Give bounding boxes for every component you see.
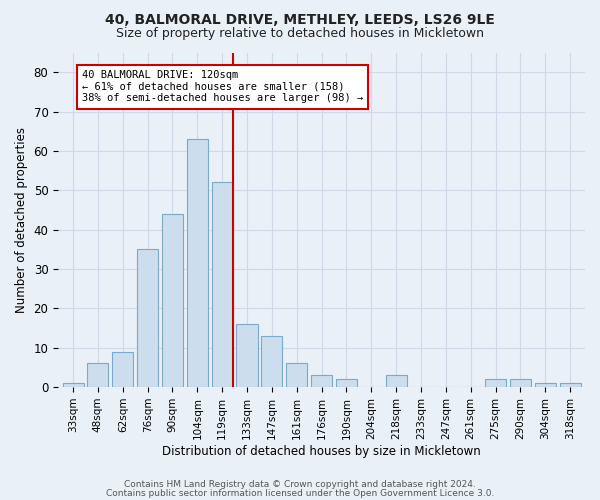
Bar [386,376,407,387]
Y-axis label: Number of detached properties: Number of detached properties [15,127,28,313]
Text: 40, BALMORAL DRIVE, METHLEY, LEEDS, LS26 9LE: 40, BALMORAL DRIVE, METHLEY, LEEDS, LS26… [105,12,495,26]
Bar [311,376,332,387]
Bar [535,383,556,387]
Bar [510,379,531,387]
Bar [336,379,357,387]
Bar [286,364,307,387]
Bar [187,139,208,387]
Bar [212,182,233,387]
Bar [112,352,133,387]
Text: Size of property relative to detached houses in Mickletown: Size of property relative to detached ho… [116,28,484,40]
X-axis label: Distribution of detached houses by size in Mickletown: Distribution of detached houses by size … [162,444,481,458]
Bar [485,379,506,387]
Text: Contains HM Land Registry data © Crown copyright and database right 2024.: Contains HM Land Registry data © Crown c… [124,480,476,489]
Bar [262,336,283,387]
Bar [560,383,581,387]
Text: Contains public sector information licensed under the Open Government Licence 3.: Contains public sector information licen… [106,488,494,498]
Bar [162,214,183,387]
Bar [62,383,83,387]
Bar [236,324,257,387]
Bar [88,364,109,387]
Bar [137,250,158,387]
Text: 40 BALMORAL DRIVE: 120sqm
← 61% of detached houses are smaller (158)
38% of semi: 40 BALMORAL DRIVE: 120sqm ← 61% of detac… [82,70,363,103]
